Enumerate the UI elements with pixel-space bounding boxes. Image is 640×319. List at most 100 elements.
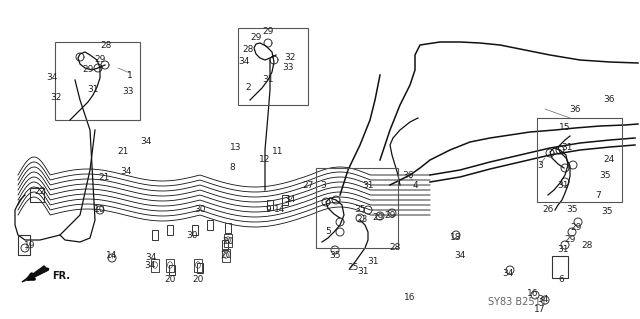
Text: 31: 31 xyxy=(367,257,379,266)
Text: 5: 5 xyxy=(325,227,331,236)
Text: 33: 33 xyxy=(122,87,134,97)
Bar xyxy=(238,28,308,105)
Text: 10: 10 xyxy=(94,205,106,214)
Bar xyxy=(166,258,174,271)
Text: 21: 21 xyxy=(99,174,109,182)
Text: 8: 8 xyxy=(229,164,235,173)
Text: 14: 14 xyxy=(275,205,285,214)
Text: 26: 26 xyxy=(542,205,554,214)
Bar xyxy=(222,249,230,262)
Text: FR.: FR. xyxy=(52,271,70,281)
Bar xyxy=(18,235,30,255)
Text: 34: 34 xyxy=(120,167,132,176)
Text: 28: 28 xyxy=(581,241,593,249)
Text: 31: 31 xyxy=(561,144,573,152)
Bar xyxy=(55,42,140,120)
Text: 31: 31 xyxy=(557,181,569,189)
Text: 22: 22 xyxy=(35,188,45,197)
Polygon shape xyxy=(22,266,48,282)
Text: 21: 21 xyxy=(117,147,129,157)
Text: 31: 31 xyxy=(87,85,99,94)
Text: 36: 36 xyxy=(403,170,413,180)
Text: 29: 29 xyxy=(564,235,576,244)
Text: 29: 29 xyxy=(250,33,262,42)
Text: 17: 17 xyxy=(534,306,546,315)
Text: 3: 3 xyxy=(537,160,543,169)
Text: 25: 25 xyxy=(348,263,358,272)
Bar xyxy=(552,256,568,278)
Text: 29: 29 xyxy=(83,65,93,75)
Text: 9: 9 xyxy=(265,205,271,214)
Bar xyxy=(192,225,198,235)
Text: 32: 32 xyxy=(284,54,296,63)
Text: 20: 20 xyxy=(222,238,234,247)
Bar xyxy=(316,168,398,248)
Bar xyxy=(30,188,44,202)
Text: 3: 3 xyxy=(320,181,326,189)
Text: 29: 29 xyxy=(94,56,106,64)
Bar xyxy=(151,258,159,271)
Text: 6: 6 xyxy=(558,276,564,285)
Text: 34: 34 xyxy=(238,57,250,66)
Text: 30: 30 xyxy=(186,231,198,240)
Text: 14: 14 xyxy=(106,250,118,259)
Text: 13: 13 xyxy=(230,144,242,152)
Text: 28: 28 xyxy=(389,243,401,253)
Bar xyxy=(282,195,288,205)
Text: 15: 15 xyxy=(559,123,571,132)
Text: 29: 29 xyxy=(372,213,384,222)
Text: 20: 20 xyxy=(220,250,232,259)
Text: 29: 29 xyxy=(262,27,274,36)
Text: 20: 20 xyxy=(192,276,204,285)
Text: 24: 24 xyxy=(604,155,614,165)
Text: 7: 7 xyxy=(595,190,601,199)
Text: 34: 34 xyxy=(284,196,296,204)
Text: 31: 31 xyxy=(262,76,274,85)
Text: 34: 34 xyxy=(46,73,58,83)
Text: 34: 34 xyxy=(454,250,466,259)
Bar xyxy=(152,230,158,240)
Text: SY83 B2511: SY83 B2511 xyxy=(488,297,547,307)
Text: 18: 18 xyxy=(451,234,461,242)
Text: 34: 34 xyxy=(502,269,514,278)
Text: 34: 34 xyxy=(144,261,156,270)
Text: 35: 35 xyxy=(601,207,612,217)
Bar xyxy=(537,118,622,202)
Text: 19: 19 xyxy=(24,241,36,249)
Bar xyxy=(225,223,231,233)
Bar xyxy=(167,225,173,235)
Text: 27: 27 xyxy=(302,181,314,189)
Text: 31: 31 xyxy=(357,268,369,277)
Text: 35: 35 xyxy=(329,250,340,259)
Text: 30: 30 xyxy=(195,205,205,214)
Bar xyxy=(194,258,202,271)
Text: 16: 16 xyxy=(527,288,539,298)
Text: 34: 34 xyxy=(538,295,548,305)
Text: 28: 28 xyxy=(243,46,253,55)
Text: 31: 31 xyxy=(557,246,569,255)
Bar xyxy=(222,240,228,250)
Text: 11: 11 xyxy=(272,147,284,157)
Text: 35: 35 xyxy=(566,205,578,214)
Text: 36: 36 xyxy=(569,106,580,115)
Text: 34: 34 xyxy=(140,137,152,146)
Text: 29: 29 xyxy=(570,224,582,233)
Bar xyxy=(207,220,213,230)
Text: 2: 2 xyxy=(245,84,251,93)
Text: 4: 4 xyxy=(412,181,418,189)
Bar xyxy=(267,200,273,210)
Text: 35: 35 xyxy=(355,205,365,214)
Text: 23: 23 xyxy=(356,216,368,225)
Text: 36: 36 xyxy=(604,95,615,105)
Text: 32: 32 xyxy=(51,93,61,102)
Bar xyxy=(197,263,203,273)
Bar xyxy=(169,265,175,275)
Text: 28: 28 xyxy=(100,41,112,49)
Text: 29: 29 xyxy=(384,211,396,219)
Text: 35: 35 xyxy=(599,170,611,180)
Text: 34: 34 xyxy=(145,254,157,263)
Text: 1: 1 xyxy=(127,70,133,79)
Text: 33: 33 xyxy=(282,63,294,72)
Text: 31: 31 xyxy=(362,181,374,189)
Bar xyxy=(224,234,232,247)
